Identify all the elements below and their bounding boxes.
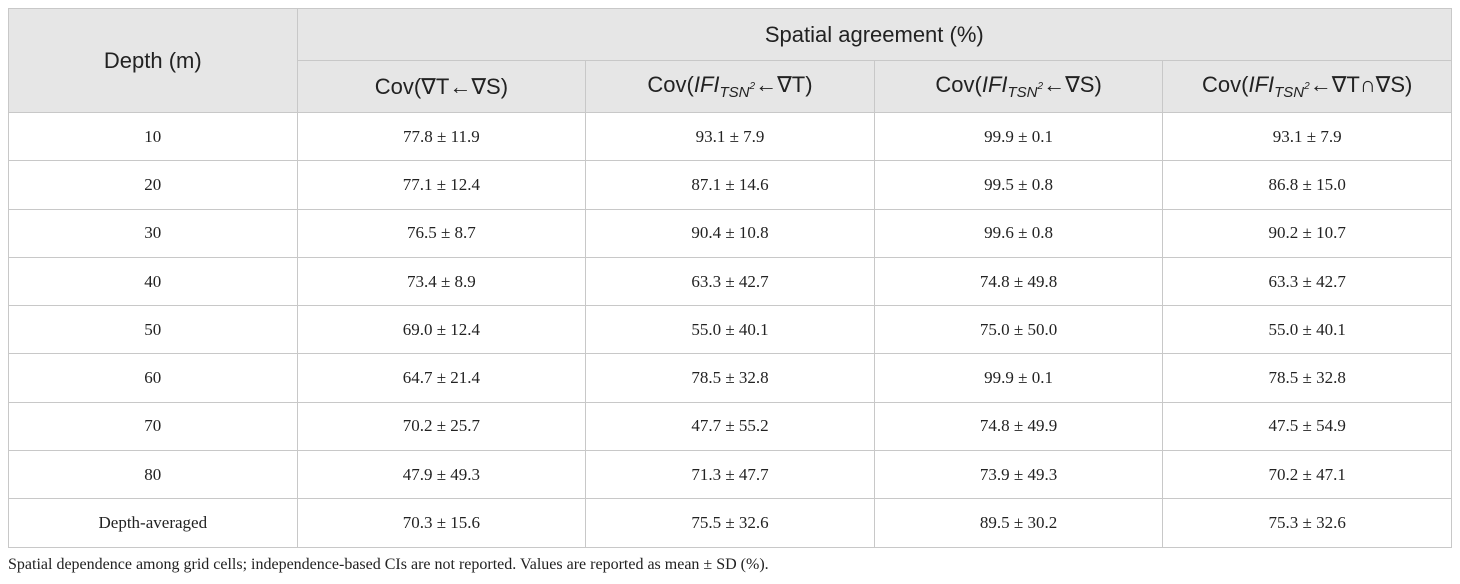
value-cell: 70.3 ± 15.6 xyxy=(296,498,587,548)
value-cell: 63.3 ± 42.7 xyxy=(1162,256,1452,307)
subscript-text: TSN xyxy=(1007,84,1038,101)
superscript-text: 2 xyxy=(1037,81,1044,92)
value-cell: 73.9 ± 49.3 xyxy=(873,450,1164,500)
depth-cell: 80 xyxy=(8,450,298,500)
header-subscript: TSN2 xyxy=(1007,81,1044,101)
header-text: ←∇T) xyxy=(755,72,813,97)
subscript-text: TSN xyxy=(1274,84,1305,101)
subscript-text: TSN xyxy=(719,84,750,101)
value-cell: 99.5 ± 0.8 xyxy=(873,160,1164,210)
value-cell: 90.4 ± 10.8 xyxy=(585,208,875,258)
value-cell: 47.9 ± 49.3 xyxy=(296,450,587,500)
value-cell: 87.1 ± 14.6 xyxy=(585,160,875,210)
header-text: Cov( xyxy=(935,72,982,97)
header-text: Cov( xyxy=(647,72,694,97)
table-row: 20 77.1 ± 12.4 87.1 ± 14.6 99.5 ± 0.8 86.8 ±… xyxy=(8,160,1452,210)
header-text: ←∇S) xyxy=(1043,72,1102,97)
value-cell: 71.3 ± 47.7 xyxy=(585,450,875,500)
value-cell: 78.5 ± 32.8 xyxy=(585,353,875,403)
value-cell: 70.2 ± 47.1 xyxy=(1162,450,1452,500)
value-cell: 89.5 ± 30.2 xyxy=(873,498,1164,548)
table-row: Depth-averaged 70.3 ± 15.6 75.5 ± 32.6 89.5… xyxy=(8,498,1452,548)
depth-cell: 40 xyxy=(8,256,298,307)
header-subscript: TSN2 xyxy=(1274,81,1310,101)
table-row: 80 47.9 ± 49.3 71.3 ± 47.7 73.9 ± 49.3 70.2 … xyxy=(8,450,1452,500)
value-cell: 99.9 ± 0.1 xyxy=(873,353,1164,403)
depth-cell: 10 xyxy=(8,111,298,162)
value-cell: 74.8 ± 49.9 xyxy=(873,401,1164,452)
group-header: Spatial agreement (%) xyxy=(296,8,1453,61)
value-cell: 47.5 ± 54.9 xyxy=(1162,401,1452,452)
value-cell: 75.0 ± 50.0 xyxy=(873,305,1164,355)
value-cell: 77.8 ± 11.9 xyxy=(296,111,587,162)
value-cell: 70.2 ± 25.7 xyxy=(296,401,587,452)
value-cell: 69.0 ± 12.4 xyxy=(296,305,587,355)
value-cell: 90.2 ± 10.7 xyxy=(1162,208,1452,258)
header-italic: IFI xyxy=(981,72,1008,97)
value-cell: 75.3 ± 32.6 xyxy=(1162,498,1452,548)
value-cell: 55.0 ± 40.1 xyxy=(1162,305,1452,355)
value-cell: 99.6 ± 0.8 xyxy=(873,208,1164,258)
depth-cell: 30 xyxy=(8,208,298,258)
column-header: Cov(IFITSN2←∇T) xyxy=(585,60,875,113)
value-cell: 78.5 ± 32.8 xyxy=(1162,353,1452,403)
value-cell: 47.7 ± 55.2 xyxy=(585,401,875,452)
header-text: Cov(∇T←∇S) xyxy=(374,73,509,99)
value-cell: 74.8 ± 49.8 xyxy=(873,256,1164,307)
header-text: ←∇T∩∇S) xyxy=(1309,72,1413,97)
table-row: 50 69.0 ± 12.4 55.0 ± 40.1 75.0 ± 50.0 55.0 … xyxy=(8,305,1452,355)
value-cell: 55.0 ± 40.1 xyxy=(585,305,875,355)
column-header: Cov(IFITSN2←∇T∩∇S) xyxy=(1162,60,1452,113)
depth-cell: 70 xyxy=(8,401,298,452)
header-subscript: TSN2 xyxy=(719,81,756,101)
value-cell: 93.1 ± 7.9 xyxy=(585,111,875,162)
depth-cell: 20 xyxy=(8,160,298,210)
data-table: Depth (m) Spatial agreement (%) Cov(∇T←∇… xyxy=(8,8,1453,548)
value-cell: 76.5 ± 8.7 xyxy=(296,208,587,258)
value-cell: 86.8 ± 15.0 xyxy=(1162,160,1452,210)
table-row: 30 76.5 ± 8.7 90.4 ± 10.8 99.6 ± 0.8 90.2 ± … xyxy=(8,208,1452,258)
value-cell: 73.4 ± 8.9 xyxy=(296,256,587,307)
depth-cell: 60 xyxy=(8,353,298,403)
footnote: Spatial dependence among grid cells; ind… xyxy=(8,556,769,573)
value-cell: 99.9 ± 0.1 xyxy=(873,111,1164,162)
superscript-text: 2 xyxy=(1304,81,1310,92)
depth-cell: 50 xyxy=(8,305,298,355)
value-cell: 63.3 ± 42.7 xyxy=(585,256,875,307)
depth-cell: Depth-averaged xyxy=(8,498,298,548)
superscript-text: 2 xyxy=(749,81,756,92)
header-italic: IFI xyxy=(1248,72,1275,97)
value-cell: 75.5 ± 32.6 xyxy=(585,498,875,548)
header-italic: IFI xyxy=(693,72,720,97)
depth-header: Depth (m) xyxy=(8,8,298,113)
table-row: 10 77.8 ± 11.9 93.1 ± 7.9 99.9 ± 0.1 93.1 ± … xyxy=(8,111,1452,162)
table-row: 70 70.2 ± 25.7 47.7 ± 55.2 74.8 ± 49.9 47.5 … xyxy=(8,401,1452,452)
value-cell: 64.7 ± 21.4 xyxy=(296,353,587,403)
column-header: Cov(∇T←∇S) xyxy=(296,60,587,113)
table-row: 40 73.4 ± 8.9 63.3 ± 42.7 74.8 ± 49.8 63.3 ±… xyxy=(8,256,1452,307)
header-text: Cov( xyxy=(1202,72,1249,97)
value-cell: 77.1 ± 12.4 xyxy=(296,160,587,210)
table-row: 60 64.7 ± 21.4 78.5 ± 32.8 99.9 ± 0.1 78.5 ±… xyxy=(8,353,1452,403)
column-header: Cov(IFITSN2←∇S) xyxy=(873,60,1164,113)
value-cell: 93.1 ± 7.9 xyxy=(1162,111,1452,162)
